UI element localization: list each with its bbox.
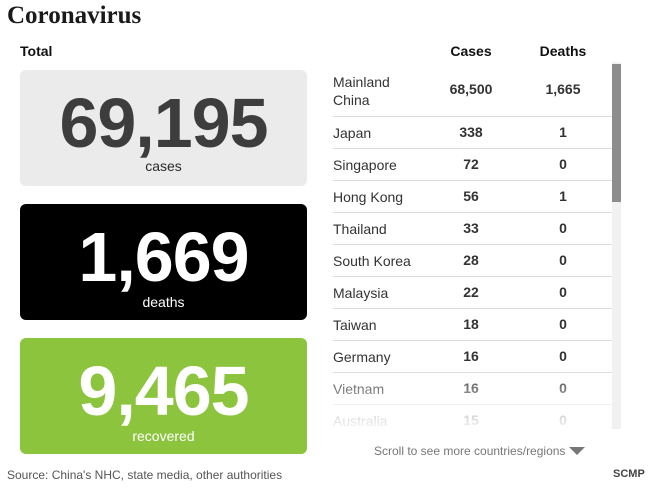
table-row: Hong Kong 56 1	[333, 181, 613, 213]
total-label: Total	[20, 43, 53, 59]
cases-value: 16	[463, 348, 479, 364]
total-deaths-value: 1,669	[78, 218, 249, 296]
total-deaths-label: deaths	[142, 294, 185, 310]
table-row: South Korea 28 0	[333, 245, 613, 277]
column-header-deaths: Deaths	[539, 43, 587, 59]
total-cases-label: cases	[145, 158, 182, 174]
deaths-value: 0	[559, 220, 567, 236]
country-name: Thailand	[333, 221, 387, 237]
cases-value: 338	[459, 124, 483, 140]
deaths-value: 0	[559, 156, 567, 172]
total-recovered-value: 9,465	[78, 352, 249, 430]
cases-value: 56	[463, 188, 479, 204]
deaths-value: 0	[559, 284, 567, 300]
table-scrollbar-track[interactable]	[612, 62, 621, 429]
country-name: Singapore	[333, 157, 397, 173]
country-name: South Korea	[333, 253, 411, 269]
deaths-value: 0	[559, 252, 567, 268]
cases-value: 68,500	[449, 80, 493, 97]
country-name: Mainland China	[333, 74, 390, 108]
brand-logo: SCMP	[613, 468, 645, 480]
cases-value: 28	[463, 252, 479, 268]
table-row: Singapore 72 0	[333, 149, 613, 181]
cases-value: 22	[463, 284, 479, 300]
cases-value: 18	[463, 316, 479, 332]
total-recovered-card: 9,465 recovered	[20, 338, 307, 454]
table-row: Mainland China 68,500 1,665	[333, 62, 613, 117]
country-name: Hong Kong	[333, 189, 404, 205]
country-name: Malaysia	[333, 285, 389, 301]
total-recovered-label: recovered	[132, 428, 195, 444]
column-header-cases: Cases	[450, 43, 492, 59]
scroll-hint: Scroll to see more countries/regions	[374, 444, 566, 458]
deaths-value: 1	[559, 188, 567, 204]
cases-value: 33	[463, 220, 479, 236]
deaths-value: 0	[559, 316, 567, 332]
source-note: Source: China's NHC, state media, other …	[7, 468, 283, 482]
table-scrollbar-thumb[interactable]	[612, 64, 621, 202]
table-row: Thailand 33 0	[333, 213, 613, 245]
deaths-value: 0	[559, 348, 567, 364]
cases-value: 72	[463, 156, 479, 172]
table-row: Taiwan 18 0	[333, 309, 613, 341]
table-row: Malaysia 22 0	[333, 277, 613, 309]
total-cases-card: 69,195 cases	[20, 70, 307, 186]
table-fade-overlay	[333, 368, 613, 432]
country-name: Japan	[333, 125, 372, 141]
total-deaths-card: 1,669 deaths	[20, 204, 307, 320]
chevron-down-icon[interactable]	[569, 447, 585, 455]
total-cases-value: 69,195	[59, 84, 268, 162]
deaths-value: 1,665	[545, 80, 581, 97]
chart-title: Coronavirus	[7, 2, 142, 29]
deaths-value: 1	[559, 124, 567, 140]
country-name: Taiwan	[333, 317, 377, 333]
country-name: Germany	[333, 349, 391, 365]
table-row: Japan 338 1	[333, 117, 613, 149]
